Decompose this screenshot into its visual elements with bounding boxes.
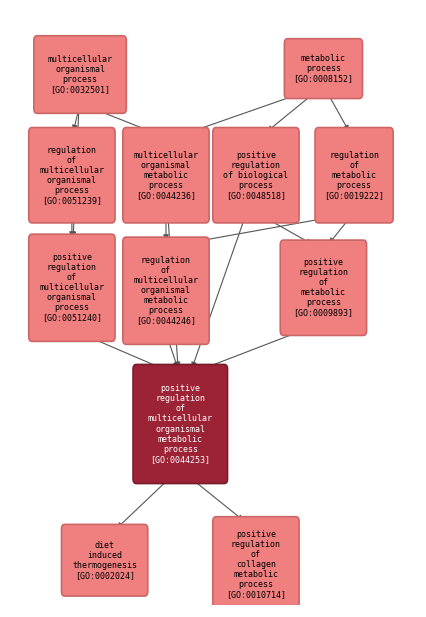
FancyBboxPatch shape: [123, 128, 209, 223]
FancyBboxPatch shape: [133, 365, 227, 484]
Text: regulation
of
multicellular
organismal
process
[GO:0051239]: regulation of multicellular organismal p…: [40, 146, 104, 205]
FancyBboxPatch shape: [285, 39, 363, 99]
Text: positive
regulation
of
metabolic
process
[GO:0009893]: positive regulation of metabolic process…: [294, 258, 354, 317]
FancyBboxPatch shape: [280, 240, 366, 336]
Text: regulation
of
multicellular
organismal
metabolic
process
[GO:0044246]: regulation of multicellular organismal m…: [133, 256, 199, 325]
FancyBboxPatch shape: [315, 128, 393, 223]
FancyBboxPatch shape: [61, 524, 148, 596]
Text: multicellular
organismal
process
[GO:0032501]: multicellular organismal process [GO:003…: [48, 55, 112, 94]
FancyBboxPatch shape: [213, 516, 299, 612]
Text: positive
regulation
of
collagen
metabolic
process
[GO:0010714]: positive regulation of collagen metaboli…: [226, 530, 286, 599]
Text: positive
regulation
of
multicellular
organismal
metabolic
process
[GO:0044253]: positive regulation of multicellular org…: [148, 384, 213, 464]
Text: regulation
of
metabolic
process
[GO:0019222]: regulation of metabolic process [GO:0019…: [324, 151, 384, 200]
Text: diet
induced
thermogenesis
[GO:0002024]: diet induced thermogenesis [GO:0002024]: [72, 540, 137, 580]
Text: positive
regulation
of
multicellular
organismal
process
[GO:0051240]: positive regulation of multicellular org…: [40, 253, 104, 323]
Text: positive
regulation
of biological
process
[GO:0048518]: positive regulation of biological proces…: [224, 151, 288, 200]
FancyBboxPatch shape: [29, 128, 115, 223]
Text: multicellular
organismal
metabolic
process
[GO:0044236]: multicellular organismal metabolic proce…: [133, 151, 199, 200]
FancyBboxPatch shape: [29, 234, 115, 341]
FancyBboxPatch shape: [123, 237, 209, 344]
FancyBboxPatch shape: [34, 36, 126, 114]
FancyBboxPatch shape: [213, 128, 299, 223]
Text: metabolic
process
[GO:0008152]: metabolic process [GO:0008152]: [294, 54, 354, 83]
